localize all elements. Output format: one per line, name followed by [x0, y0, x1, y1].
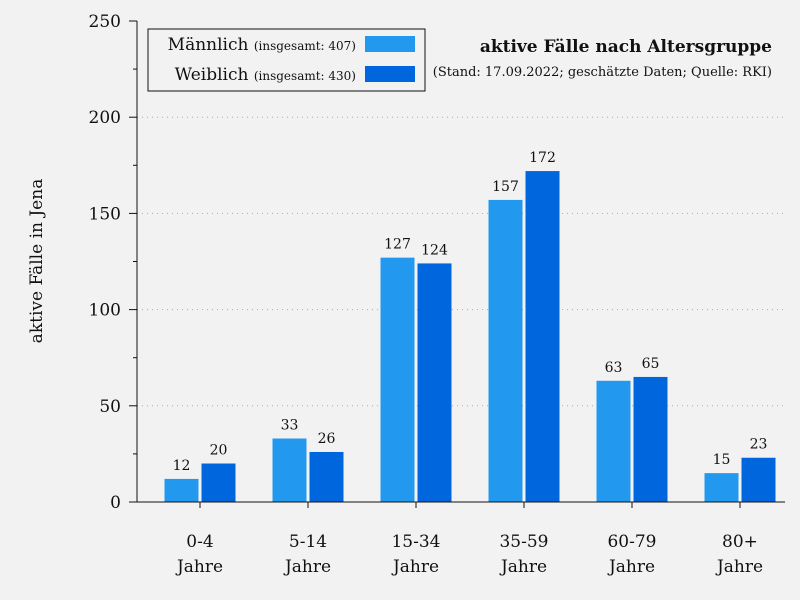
data-label: 23 — [750, 437, 768, 453]
x-tick-label: 15-34 — [391, 532, 440, 552]
bar — [201, 463, 236, 502]
x-tick-label-line2: Jahre — [499, 557, 547, 577]
bar — [741, 457, 776, 502]
data-label: 127 — [384, 237, 411, 253]
data-label: 65 — [642, 356, 660, 372]
data-label: 20 — [210, 443, 228, 459]
grid-lines — [137, 116, 785, 407]
x-tick-label-line2: Jahre — [175, 557, 223, 577]
legend-swatch — [365, 66, 415, 82]
bar — [633, 376, 668, 502]
bar — [488, 199, 523, 502]
x-tick-label: 0-4 — [186, 532, 213, 552]
bar — [596, 380, 631, 502]
y-tick-label: 200 — [89, 108, 121, 128]
legend-swatch — [365, 36, 415, 52]
x-tick-label: 5-14 — [289, 532, 327, 552]
data-label: 157 — [492, 179, 519, 195]
y-tick-label: 250 — [89, 12, 121, 32]
y-tick-label: 100 — [89, 301, 121, 321]
y-tick-label: 150 — [89, 204, 121, 224]
y-axis-label: aktive Fälle in Jena — [27, 179, 47, 344]
x-tick-label-line2: Jahre — [607, 557, 655, 577]
bar — [309, 451, 344, 502]
data-label: 63 — [605, 360, 623, 376]
bar — [272, 438, 307, 502]
x-tick-label-line2: Jahre — [715, 557, 763, 577]
x-tick-label: 80+ — [722, 532, 758, 552]
data-label: 172 — [529, 150, 556, 166]
chart-subtitle: (Stand: 17.09.2022; geschätzte Daten; Qu… — [433, 65, 772, 80]
x-tick-label-line2: Jahre — [391, 557, 439, 577]
bar — [417, 263, 452, 502]
x-tick-label-line2: Jahre — [283, 557, 331, 577]
y-tick-label: 0 — [110, 493, 121, 513]
bar — [164, 478, 199, 502]
bar — [380, 257, 415, 502]
legend-label: Männlich (insgesamt: 407) — [168, 35, 356, 55]
axes — [129, 20, 785, 508]
data-label: 124 — [421, 242, 448, 258]
x-tick-label: 35-59 — [499, 532, 548, 552]
bar — [525, 171, 560, 502]
bar — [704, 473, 739, 502]
chart-title: aktive Fälle nach Altersgruppe — [480, 37, 772, 57]
data-label: 33 — [281, 418, 299, 434]
y-tick-labels: 0 50 100 150 200 250 — [89, 12, 121, 513]
x-tick-label: 60-79 — [607, 532, 656, 552]
data-label: 26 — [318, 431, 336, 447]
legend: Männlich (insgesamt: 407) Weiblich (insge… — [147, 28, 426, 92]
bars: 12 20 33 26 127 124 157 172 63 65 15 23 — [164, 150, 776, 502]
legend-label: Weiblich (insgesamt: 430) — [175, 65, 356, 85]
y-tick-label: 50 — [99, 397, 121, 417]
data-label: 15 — [713, 452, 731, 468]
x-category-labels: 0-4 Jahre 5-14 Jahre 15-34 Jahre 35-59 Jahre 60-… — [175, 532, 763, 577]
data-label: 12 — [173, 458, 191, 474]
